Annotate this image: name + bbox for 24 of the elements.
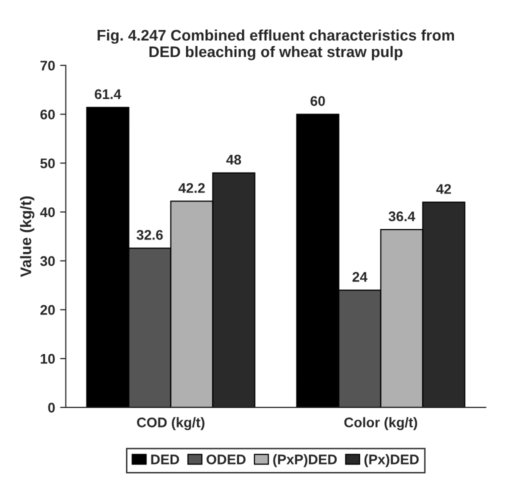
legend-label: (Px)DED	[364, 454, 419, 468]
data-label: 36.4	[388, 211, 416, 222]
chart-title: Fig. 4.247 Combined effluent characteristics from DED bleaching of wheat straw pulp	[98, 29, 454, 60]
legend-label: (PxP)DED	[273, 454, 337, 468]
x-tick-label: COD (kg/t)	[137, 417, 204, 430]
y-tick-label: 30	[40, 256, 55, 266]
y-tick-label: 40	[40, 207, 55, 218]
data-label: 42.2	[178, 183, 205, 193]
legend-label: ODED	[206, 454, 246, 464]
legend-label: DED	[151, 454, 180, 464]
y-tick-label: 20	[40, 305, 55, 315]
data-label: 61.4	[94, 89, 122, 100]
y-tick-label: 50	[40, 158, 55, 168]
data-label: 32.6	[136, 230, 163, 240]
data-label: 48	[226, 154, 242, 165]
y-tick-label: 60	[40, 110, 55, 120]
y-tick-label: 0	[48, 402, 55, 413]
data-label: 24	[352, 272, 368, 282]
data-label: 42	[436, 184, 451, 194]
y-axis-title: Value (kg/t)	[20, 196, 34, 278]
x-tick-label: Color (kg/t)	[344, 417, 418, 430]
y-tick-label: 70	[40, 60, 55, 71]
data-label: 60	[310, 96, 325, 106]
y-tick-label: 10	[40, 354, 55, 364]
